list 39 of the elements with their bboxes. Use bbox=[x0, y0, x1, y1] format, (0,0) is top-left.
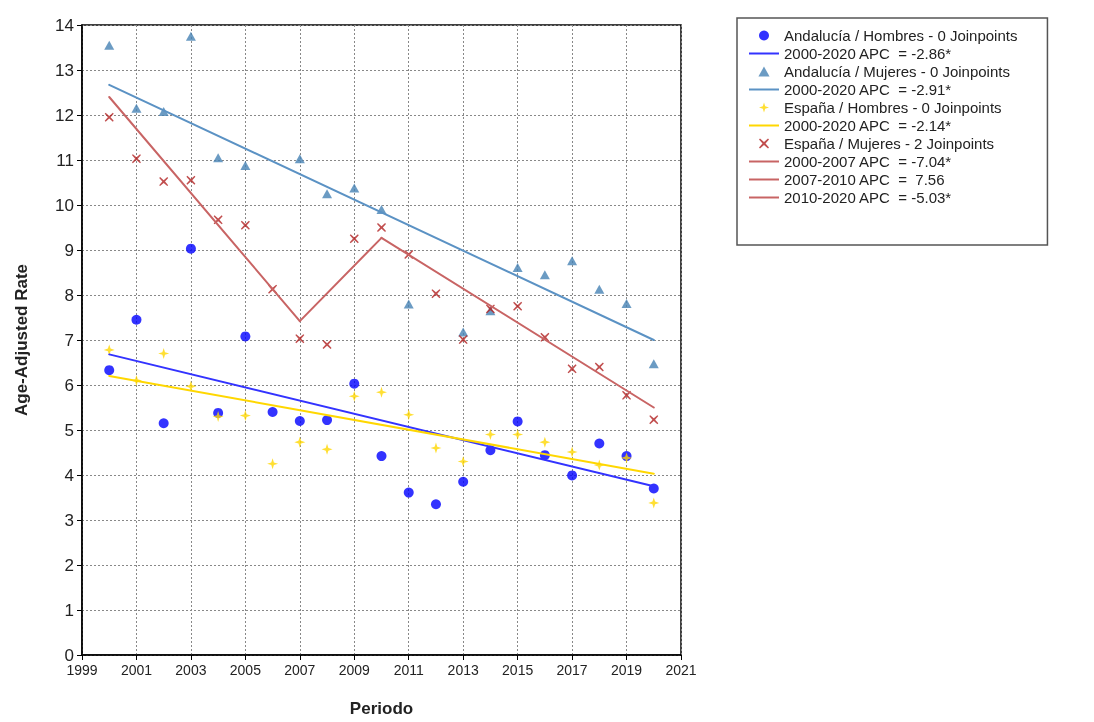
x-tick-label: 1999 bbox=[66, 662, 98, 678]
y-tick-label: 0 bbox=[64, 645, 74, 665]
y-tick-label: 5 bbox=[64, 420, 74, 440]
legend-label: 2000-2020 APC = -2.91* bbox=[784, 81, 952, 98]
x-tick-label: 2017 bbox=[556, 662, 588, 678]
legend-label: Andalucía / Mujeres - 0 Joinpoints bbox=[784, 63, 1010, 80]
y-axis-title: Age-Adjusted Rate bbox=[12, 263, 31, 417]
x-tick-label: 2013 bbox=[447, 662, 479, 678]
legend-label: Andalucía / Hombres - 0 Joinpoints bbox=[784, 27, 1018, 44]
x-tick-label: 2005 bbox=[229, 662, 262, 678]
x-axis-title: Periodo bbox=[349, 699, 414, 718]
y-tick-label: 1 bbox=[64, 600, 74, 620]
y-tick-label: 8 bbox=[64, 285, 74, 305]
legend-label: 2000-2007 APC = -7.04* bbox=[784, 153, 952, 170]
x-tick-label: 2011 bbox=[393, 662, 424, 678]
y-tick-label: 2 bbox=[64, 555, 74, 575]
y-tick-label: 4 bbox=[64, 465, 74, 485]
y-tick-label: 7 bbox=[64, 330, 74, 350]
x-tick-label: 2001 bbox=[120, 662, 153, 678]
y-tick-label: 13 bbox=[55, 60, 74, 80]
x-tick-label: 2003 bbox=[175, 662, 207, 678]
x-tick-label: 2019 bbox=[610, 662, 643, 678]
legend-label: 2000-2020 APC = -2.14* bbox=[784, 117, 952, 134]
y-tick-label: 14 bbox=[55, 15, 74, 35]
x-tick-label: 2015 bbox=[502, 662, 534, 678]
y-tick-label: 3 bbox=[64, 510, 74, 530]
y-tick-label: 6 bbox=[64, 375, 74, 395]
legend-label: 2010-2020 APC = -5.03* bbox=[784, 189, 952, 206]
x-tick-label: 2007 bbox=[284, 662, 316, 678]
legend-label: España / Hombres - 0 Joinpoints bbox=[784, 99, 1002, 116]
y-tick-label: 10 bbox=[55, 195, 74, 215]
x-tick-label: 2009 bbox=[338, 662, 371, 678]
legend-label: 2007-2010 APC = 7.56 bbox=[784, 171, 945, 188]
legend-label: 2000-2020 APC = -2.86* bbox=[784, 45, 952, 62]
legend-label: España / Mujeres - 2 Joinpoints bbox=[784, 135, 995, 152]
y-tick-label: 9 bbox=[64, 240, 74, 260]
y-tick-label: 12 bbox=[55, 105, 74, 125]
x-tick-label: 2021 bbox=[665, 662, 697, 678]
y-tick-label: 11 bbox=[56, 150, 74, 170]
